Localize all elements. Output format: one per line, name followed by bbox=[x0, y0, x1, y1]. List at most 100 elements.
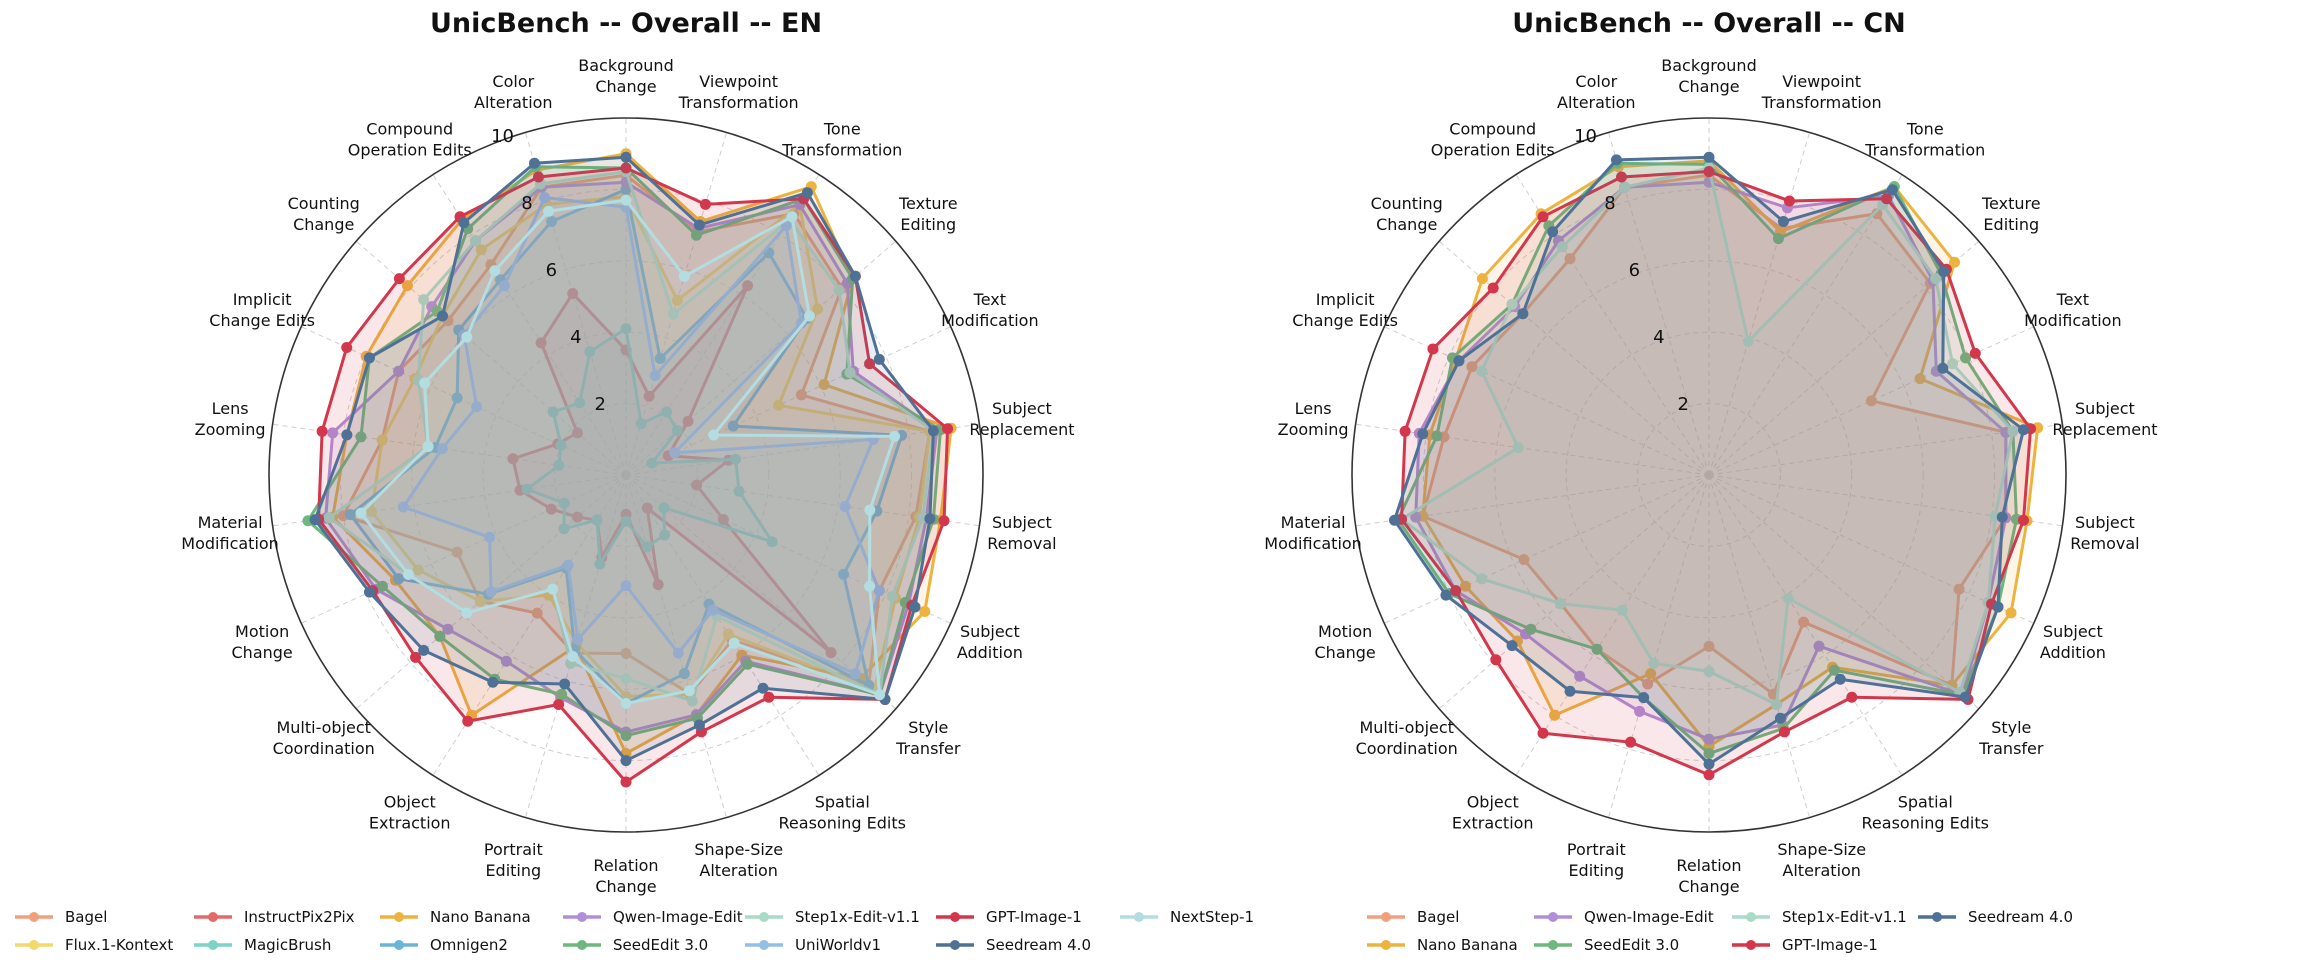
data-point bbox=[436, 443, 448, 455]
data-point bbox=[849, 270, 861, 282]
spoke bbox=[1607, 474, 1710, 818]
spoke bbox=[625, 326, 951, 476]
category-label-line: Editing bbox=[1983, 215, 2039, 234]
data-point bbox=[672, 647, 684, 659]
r-tick-label: 10 bbox=[1574, 126, 1597, 147]
legend-dot-marker bbox=[950, 912, 960, 922]
data-point bbox=[620, 194, 632, 206]
category-label-line: Operation Edits bbox=[1431, 140, 1555, 159]
data-point bbox=[507, 453, 519, 465]
category-label: Subject Removal bbox=[2070, 513, 2139, 553]
data-point bbox=[309, 514, 321, 526]
data-point bbox=[556, 688, 568, 700]
legend-label: SeedEdit 3.0 bbox=[613, 936, 708, 954]
data-point bbox=[567, 287, 579, 299]
spoke bbox=[1384, 474, 1710, 624]
data-point bbox=[1778, 726, 1790, 738]
data-point bbox=[1813, 640, 1825, 652]
data-point bbox=[555, 439, 567, 451]
data-point bbox=[722, 628, 734, 640]
data-point bbox=[1547, 226, 1559, 238]
data-point bbox=[671, 425, 683, 437]
data-point bbox=[693, 719, 705, 731]
data-point bbox=[886, 591, 898, 603]
category-label: Texture Editing bbox=[1981, 194, 2041, 234]
data-point bbox=[418, 294, 430, 306]
category-label-line: Change bbox=[1376, 215, 1437, 234]
legend-item: Bagel bbox=[15, 908, 107, 926]
data-point bbox=[1525, 623, 1537, 635]
spoke bbox=[625, 423, 980, 476]
r-tick-label: 4 bbox=[1653, 327, 1664, 348]
legend-item: GPT-Image-1 bbox=[1732, 936, 1878, 954]
data-point bbox=[1770, 699, 1782, 711]
data-point bbox=[535, 337, 547, 349]
data-point bbox=[620, 151, 632, 163]
data-point bbox=[584, 346, 596, 358]
data-point bbox=[742, 658, 754, 670]
category-label-line: Material bbox=[1281, 513, 1346, 532]
category-label-line: Object bbox=[1467, 793, 1519, 812]
data-point bbox=[1953, 583, 1965, 595]
data-point bbox=[1517, 308, 1529, 320]
data-point bbox=[1490, 654, 1502, 666]
chart-title: UnicBench -- Overall -- EN bbox=[430, 8, 822, 39]
category-label-line: Change bbox=[232, 643, 293, 662]
r-tick-label: 10 bbox=[491, 126, 514, 147]
legend-item: NextStep-1 bbox=[1120, 908, 1254, 926]
data-point bbox=[376, 434, 388, 446]
legend-label: Step1x-Edit-v1.1 bbox=[1782, 908, 1907, 926]
data-point bbox=[1440, 589, 1452, 601]
data-point bbox=[474, 595, 486, 607]
category-label-line: Compound bbox=[366, 119, 453, 138]
legend-item: Bagel bbox=[1367, 908, 1459, 926]
grid-ring bbox=[482, 331, 770, 619]
spoke bbox=[524, 474, 627, 818]
category-label-line: Operation Edits bbox=[348, 140, 472, 159]
data-point bbox=[620, 323, 632, 335]
category-label-line: Addition bbox=[2040, 643, 2106, 662]
data-point bbox=[1564, 685, 1576, 697]
data-point bbox=[1742, 335, 1754, 347]
data-point bbox=[1518, 554, 1530, 566]
data-point bbox=[1549, 709, 1561, 721]
data-point bbox=[1930, 273, 1942, 285]
spoke bbox=[1515, 474, 1710, 776]
data-point bbox=[686, 695, 698, 707]
data-point bbox=[1537, 211, 1549, 223]
data-point bbox=[437, 310, 449, 322]
category-label: Viewpoint Transformation bbox=[678, 72, 799, 112]
category-label-line: Spatial bbox=[1898, 793, 1953, 812]
data-point bbox=[543, 205, 555, 217]
category-label: Tone Transformation bbox=[1864, 119, 1985, 159]
legend-item: Qwen-Image-Edit bbox=[563, 908, 743, 926]
data-point bbox=[1937, 362, 1949, 374]
legend-dot-marker bbox=[1548, 940, 1558, 950]
data-point bbox=[658, 502, 670, 514]
legend-dot-marker bbox=[950, 940, 960, 950]
data-point bbox=[812, 303, 824, 315]
category-label-line: Compound bbox=[1449, 119, 1536, 138]
data-point bbox=[1476, 273, 1488, 285]
data-point bbox=[1556, 241, 1568, 253]
legend-label: Seedream 4.0 bbox=[986, 936, 1091, 954]
data-point bbox=[620, 515, 632, 527]
data-point bbox=[1389, 514, 1401, 526]
category-label: Spatial Reasoning Edits bbox=[779, 793, 906, 833]
data-point bbox=[412, 564, 424, 576]
category-label-line: Addition bbox=[957, 643, 1023, 662]
data-point bbox=[393, 573, 405, 585]
category-label: Implicit Change Edits bbox=[1292, 290, 1398, 330]
r-tick-label: 2 bbox=[1677, 394, 1688, 415]
data-point bbox=[1992, 601, 2004, 613]
data-point bbox=[1828, 664, 1840, 676]
category-label-line: Texture bbox=[898, 194, 958, 213]
r-tick-label: 6 bbox=[546, 260, 557, 281]
data-point bbox=[803, 310, 815, 322]
category-label-line: Color bbox=[492, 72, 534, 91]
data-point bbox=[498, 280, 510, 292]
data-point bbox=[942, 423, 954, 435]
category-label: Implicit Change Edits bbox=[209, 290, 315, 330]
legend-item: Seedream 4.0 bbox=[936, 936, 1091, 954]
data-point bbox=[1625, 736, 1637, 748]
